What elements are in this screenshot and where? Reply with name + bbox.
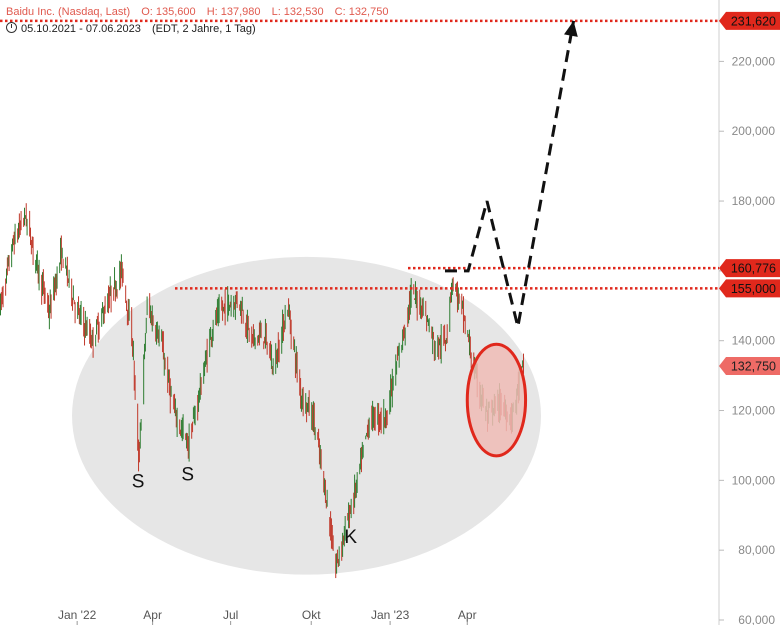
x-tick-label: Apr [143, 608, 162, 622]
price-tag-label: 231,620 [731, 14, 776, 28]
price-tag [719, 259, 780, 278]
y-tick-label: 220,000 [732, 54, 776, 68]
price-tag [719, 279, 780, 298]
highlight-circle [465, 342, 528, 458]
low-value: L: 132,530 [271, 6, 324, 18]
projection-path [444, 20, 576, 328]
y-tick-label: 60,000 [738, 613, 775, 625]
annotation-layer: S S K [132, 20, 578, 548]
price-tag [719, 11, 780, 30]
axis-layer: 60,000 80,000 100,000 120,000 140,000 180,000… [58, 0, 775, 625]
pattern-label: S [181, 464, 194, 485]
range-info: (EDT, 2 Jahre, 1 Tag) [151, 23, 256, 35]
close-value: C: 132,750 [334, 6, 389, 18]
x-tick-label: Apr [458, 608, 477, 622]
pattern-label: S [132, 471, 145, 492]
x-tick-label: Jan '22 [58, 608, 97, 622]
projection-arrowhead [564, 20, 578, 37]
x-tick-label: Jul [223, 608, 238, 622]
y-tick-label: 80,000 [738, 543, 775, 557]
high-value: H: 137,980 [206, 6, 261, 18]
open-value: O: 135,600 [141, 6, 196, 18]
instrument-header: Baidu Inc. (Nasdaq, Last) O: 135,600 H: … [6, 6, 388, 18]
price-tag-label: 160,776 [731, 262, 776, 276]
price-tag-label: 155,000 [731, 282, 776, 296]
y-tick-label: 120,000 [732, 404, 776, 418]
date-range-header: 05.10.2021 - 07.06.2023 (EDT, 2 Jahre, 1… [6, 22, 256, 35]
y-tick-label: 200,000 [732, 124, 776, 138]
y-tick-label: 180,000 [732, 194, 776, 208]
x-tick-label: Okt [302, 608, 321, 622]
level-lines-layer [0, 19, 719, 290]
clock-icon [6, 22, 17, 33]
price-tag [719, 357, 780, 376]
pattern-label: K [344, 527, 357, 548]
price-tags-layer: 231,620 160,776 155,000 132,750 [719, 11, 780, 376]
x-tick-label: Jan '23 [371, 608, 410, 622]
instrument-name: Baidu Inc. (Nasdaq, Last) [6, 6, 131, 18]
date-range: 05.10.2021 - 07.06.2023 [21, 23, 141, 35]
price-tag-label: 132,750 [731, 360, 776, 374]
y-tick-label: 140,000 [732, 334, 776, 348]
y-tick-label: 100,000 [732, 473, 776, 487]
